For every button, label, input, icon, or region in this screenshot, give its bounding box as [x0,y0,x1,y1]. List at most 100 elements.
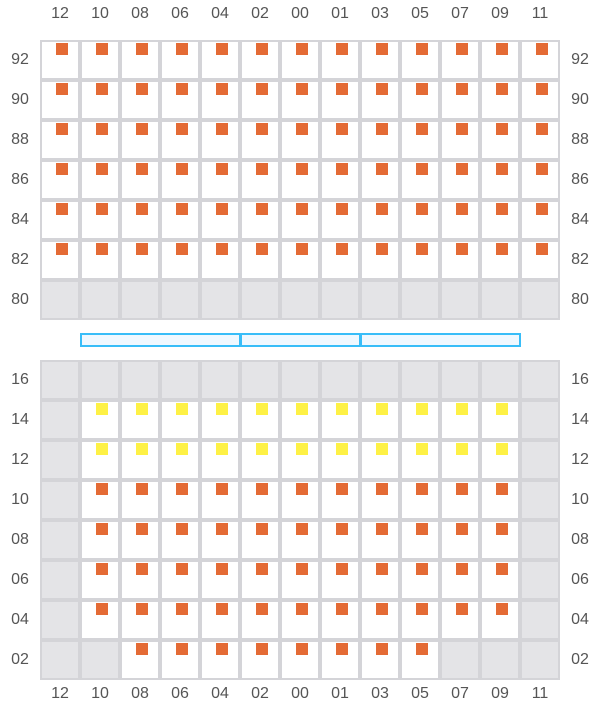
highlighted-marker[interactable] [496,403,508,415]
grid-cell[interactable] [200,80,240,120]
grid-cell[interactable] [320,560,360,600]
highlighted-marker[interactable] [216,403,228,415]
occupied-marker[interactable] [136,83,148,95]
occupied-marker[interactable] [296,203,308,215]
grid-cell[interactable] [160,520,200,560]
occupied-marker[interactable] [416,483,428,495]
highlighted-marker[interactable] [376,403,388,415]
occupied-marker[interactable] [176,243,188,255]
occupied-marker[interactable] [296,563,308,575]
grid-cell[interactable] [480,480,520,520]
occupied-marker[interactable] [296,523,308,535]
grid-cell[interactable] [200,120,240,160]
grid-cell[interactable] [520,40,560,80]
grid-cell[interactable] [80,160,120,200]
occupied-marker[interactable] [456,83,468,95]
occupied-marker[interactable] [296,243,308,255]
grid-cell[interactable] [280,600,320,640]
occupied-marker[interactable] [136,163,148,175]
grid-cell[interactable] [40,80,80,120]
occupied-marker[interactable] [456,603,468,615]
grid-cell[interactable] [200,560,240,600]
grid-cell[interactable] [240,560,280,600]
grid-cell[interactable] [80,240,120,280]
occupied-marker[interactable] [376,483,388,495]
grid-cell[interactable] [480,600,520,640]
occupied-marker[interactable] [536,243,548,255]
grid-cell[interactable] [160,600,200,640]
highlighted-marker[interactable] [416,403,428,415]
grid-cell[interactable] [120,440,160,480]
grid-cell[interactable] [440,600,480,640]
occupied-marker[interactable] [256,123,268,135]
occupied-marker[interactable] [96,203,108,215]
grid-cell[interactable] [360,400,400,440]
grid-cell[interactable] [400,640,440,680]
occupied-marker[interactable] [136,123,148,135]
occupied-marker[interactable] [536,83,548,95]
grid-cell[interactable] [520,160,560,200]
occupied-marker[interactable] [416,203,428,215]
occupied-marker[interactable] [416,243,428,255]
grid-cell[interactable] [160,240,200,280]
grid-cell[interactable] [360,40,400,80]
grid-cell[interactable] [280,640,320,680]
grid-cell[interactable] [440,520,480,560]
grid-cell[interactable] [160,640,200,680]
occupied-marker[interactable] [456,563,468,575]
grid-cell[interactable] [160,120,200,160]
grid-cell[interactable] [400,40,440,80]
occupied-marker[interactable] [216,483,228,495]
occupied-marker[interactable] [336,523,348,535]
occupied-marker[interactable] [256,603,268,615]
occupied-marker[interactable] [176,523,188,535]
occupied-marker[interactable] [416,603,428,615]
grid-cell[interactable] [240,640,280,680]
highlighted-marker[interactable] [96,403,108,415]
grid-cell[interactable] [440,120,480,160]
occupied-marker[interactable] [256,163,268,175]
highlighted-marker[interactable] [216,443,228,455]
grid-cell[interactable] [320,160,360,200]
highlighted-marker[interactable] [376,443,388,455]
grid-cell[interactable] [360,240,400,280]
grid-cell[interactable] [240,40,280,80]
grid-cell[interactable] [80,520,120,560]
occupied-marker[interactable] [336,83,348,95]
occupied-marker[interactable] [376,83,388,95]
occupied-marker[interactable] [56,83,68,95]
occupied-marker[interactable] [376,203,388,215]
occupied-marker[interactable] [416,83,428,95]
highlighted-marker[interactable] [256,403,268,415]
grid-cell[interactable] [120,640,160,680]
occupied-marker[interactable] [216,203,228,215]
occupied-marker[interactable] [296,43,308,55]
occupied-marker[interactable] [256,83,268,95]
occupied-marker[interactable] [456,43,468,55]
grid-cell[interactable] [120,520,160,560]
occupied-marker[interactable] [496,523,508,535]
grid-cell[interactable] [160,40,200,80]
grid-cell[interactable] [320,480,360,520]
grid-cell[interactable] [160,200,200,240]
grid-cell[interactable] [360,80,400,120]
grid-cell[interactable] [240,160,280,200]
occupied-marker[interactable] [176,123,188,135]
occupied-marker[interactable] [296,83,308,95]
grid-cell[interactable] [360,640,400,680]
grid-cell[interactable] [200,200,240,240]
occupied-marker[interactable] [96,43,108,55]
grid-cell[interactable] [240,120,280,160]
grid-cell[interactable] [320,440,360,480]
grid-cell[interactable] [320,40,360,80]
occupied-marker[interactable] [296,643,308,655]
grid-cell[interactable] [360,480,400,520]
grid-cell[interactable] [440,160,480,200]
grid-cell[interactable] [200,520,240,560]
highlighted-marker[interactable] [336,403,348,415]
grid-cell[interactable] [80,120,120,160]
grid-cell[interactable] [160,400,200,440]
grid-cell[interactable] [280,440,320,480]
highlighted-marker[interactable] [456,443,468,455]
occupied-marker[interactable] [376,523,388,535]
